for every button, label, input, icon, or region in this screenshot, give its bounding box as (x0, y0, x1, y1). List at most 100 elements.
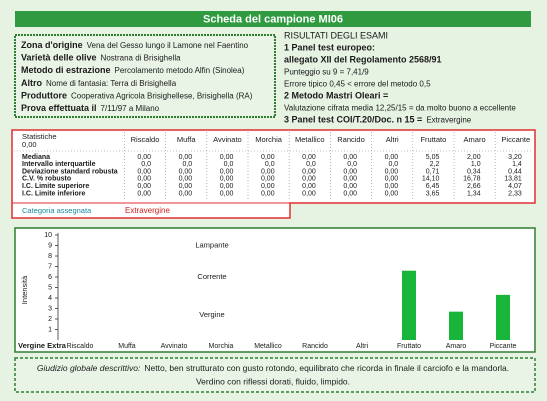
x-tick-label: Fruttato (397, 343, 421, 350)
row-label: Intervallo interquartile (22, 161, 96, 168)
table-cell: 0,00 (137, 183, 151, 190)
table-cell: 0,0 (265, 161, 275, 168)
info-label: Altro (21, 78, 42, 88)
info-value: 7/11/97 a Milano (101, 104, 160, 113)
row-label: I.C. Limite inferiore (22, 190, 86, 197)
table-cell: 2,33 (508, 190, 522, 197)
table-cell: 0,0 (388, 161, 398, 168)
info-line: Zona d'origine Vena del Gesso lungo il La… (21, 40, 249, 50)
y-tick-label: 8 (48, 253, 52, 260)
table-cell: 0,00 (343, 190, 357, 197)
table-cell: 0,00 (179, 168, 193, 175)
results-line: Punteggio su 9 = 7,41/9 (284, 68, 369, 77)
zone-label: Corrente (197, 272, 226, 281)
table-cell: 0,00 (385, 176, 399, 183)
x-tick-label: Riscaldo (67, 343, 94, 350)
comment-label: Giudizio globale descrittivo: (37, 363, 141, 373)
zone-label: Lampante (195, 240, 228, 249)
column-header: Morchia (255, 135, 283, 144)
table-cell: 0,00 (220, 190, 234, 197)
bar (496, 294, 510, 340)
results-line: 3 Panel test COI/T.20/Doc. n 15 = Extrave… (284, 115, 472, 125)
results-text: 2 Metodo Mastri Oleari = (284, 91, 388, 101)
table-cell: 1,4 (512, 161, 522, 168)
table-cell: 0,00 (343, 176, 357, 183)
table-cell: 0,00 (302, 176, 316, 183)
table-cell: 14,10 (422, 176, 440, 183)
table-cell: 0,0 (306, 161, 316, 168)
info-label: Metodo di estrazione (21, 66, 111, 76)
info-value: Percolamento metodo Alfin (Sinolea) (115, 66, 245, 75)
column-header: Fruttato (420, 135, 446, 144)
table-cell: 0,00 (385, 168, 399, 175)
results-text: Extravergine (426, 116, 471, 125)
table-cell: 0,00 (137, 154, 151, 161)
comment-box (14, 357, 536, 393)
results-text: Valutazione cifrata media 12,25/15 = da … (284, 104, 516, 113)
table-cell: 0,00 (302, 190, 316, 197)
zone-label: Vergine (199, 310, 224, 319)
table-cell: 0,00 (179, 183, 193, 190)
results-text: allegato XII del Regolamento 2568/91 (284, 55, 442, 65)
table-cell: 1,0 (471, 161, 481, 168)
table-corner: Statistiche (22, 132, 57, 141)
column-header: Riscaldo (131, 135, 160, 144)
table-cell: 0,34 (467, 168, 481, 175)
table-cell: 0,0 (182, 161, 192, 168)
results-line: allegato XII del Regolamento 2568/91 (284, 55, 442, 65)
table-cell: 0,00 (220, 183, 234, 190)
info-value: Cooperativa Agricola Brisighellese, Bris… (71, 92, 253, 101)
table-cell: 0,00 (343, 154, 357, 161)
info-line: Produttore Cooperativa Agricola Brisighel… (21, 91, 253, 101)
results-line: 1 Panel test europeo: (284, 43, 375, 53)
column-header: Piccante (501, 135, 530, 144)
comment-text: Netto, ben strutturato con gusto rotondo… (144, 363, 509, 373)
table-cell: 0,00 (302, 183, 316, 190)
table-cell: 0,00 (261, 176, 275, 183)
info-value: Vena del Gesso lungo il Lamone nel Faent… (87, 41, 249, 50)
page-title: Scheda del campione MI06 (203, 13, 343, 25)
column-header: Muffa (177, 135, 196, 144)
info-box (14, 34, 276, 118)
y-tick-label: 3 (48, 305, 52, 312)
table-cell: 0,00 (137, 176, 151, 183)
info-line: Altro Nome di fantasia: Terra di Brisighe… (21, 78, 177, 88)
table-cell: 0,00 (137, 190, 151, 197)
info-label: Zona d'origine (21, 40, 83, 50)
table-cell: 3,65 (426, 190, 440, 197)
origin-label: Vergine Extra (18, 341, 67, 350)
table-cell: 4,07 (508, 183, 522, 190)
y-tick-label: 2 (48, 316, 52, 323)
table-cell: 2,66 (467, 183, 481, 190)
table-cell: 0,00 (179, 154, 193, 161)
info-line: Metodo di estrazione Percolamento metodo … (21, 66, 245, 76)
x-tick-label: Rancido (302, 343, 328, 350)
table-cell: 0,00 (261, 190, 275, 197)
table-cell: 0,00 (385, 183, 399, 190)
table-cell: 0,00 (261, 183, 275, 190)
table-cell: 1,34 (467, 190, 481, 197)
table-cell: 0,00 (302, 154, 316, 161)
column-header: Metallico (295, 135, 325, 144)
row-label: C.V. % robusto (22, 176, 71, 183)
info-line: Prova effettuata il 7/11/97 a Milano (21, 103, 160, 113)
table-cell: 2,2 (430, 161, 440, 168)
column-header: Altri (386, 135, 399, 144)
results-text: Punteggio su 9 = 7,41/9 (284, 68, 369, 77)
category-label: Categoria assegnata (22, 206, 92, 215)
comment-line: Giudizio globale descrittivo: Netto, ben … (37, 363, 509, 373)
column-header: Avvinato (213, 135, 242, 144)
x-tick-label: Amaro (446, 343, 467, 350)
table-cell: 5,05 (426, 154, 440, 161)
table-cell: 0,00 (343, 168, 357, 175)
table-cell: 16,78 (463, 176, 481, 183)
table-cell: 0,44 (508, 168, 522, 175)
row-label: Mediana (22, 154, 50, 161)
table-cell: 2,00 (467, 154, 481, 161)
table-cell: 0,0 (347, 161, 357, 168)
table-cell: 0,71 (426, 168, 440, 175)
info-value: Nome di fantasia: Terra di Brisighella (46, 79, 177, 88)
y-tick-label: 1 (48, 326, 52, 333)
bar (402, 270, 416, 340)
table-cell: 0,0 (141, 161, 151, 168)
